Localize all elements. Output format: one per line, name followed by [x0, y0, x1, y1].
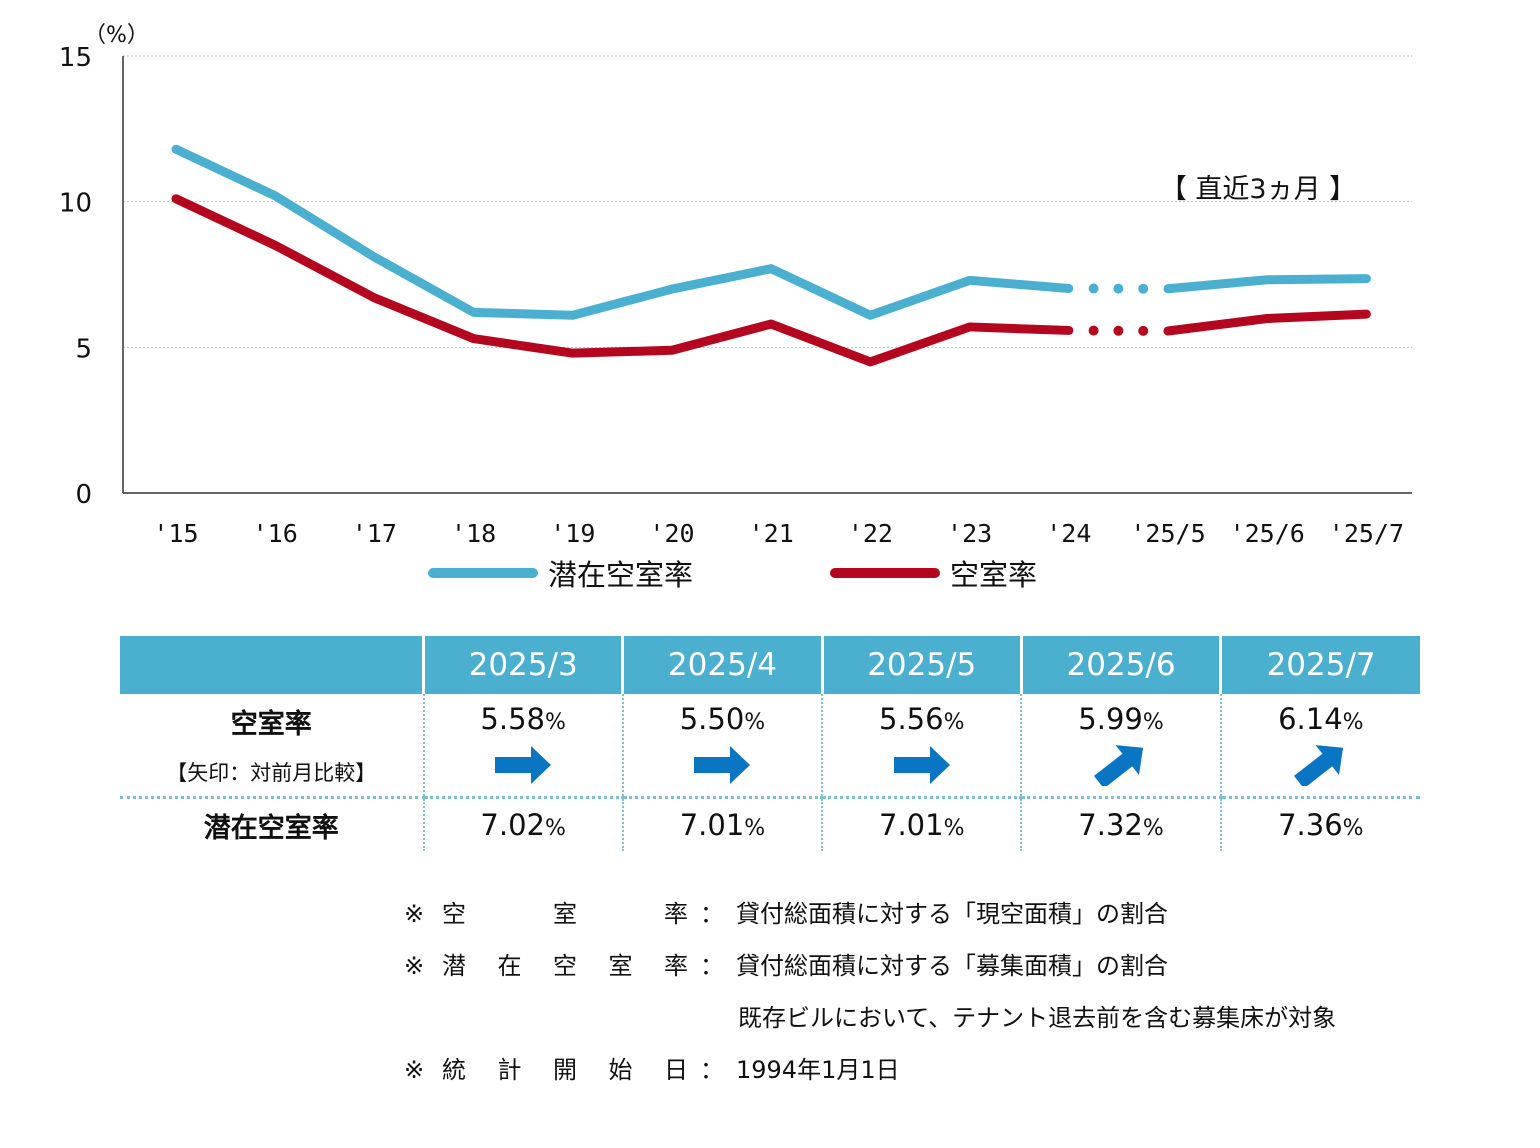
row-label-cell: 空室率 【矢印：対前月比較】 [120, 694, 424, 799]
trend-arrow-icon [491, 744, 555, 786]
trend-arrow-icon [1289, 744, 1353, 789]
table-header-month: 2025/7 [1219, 636, 1420, 694]
definition-notes: ※ 空室率 ： 貸付総面積に対する「現空面積」の割合 ※ 潜在空室率 ： 貸付総… [404, 888, 1336, 1096]
vacancy-cell: 5.56% [821, 694, 1022, 799]
row-label-vacancy: 空室率 [230, 709, 312, 740]
note-vacancy-definition: ※ 空室率 ： 貸付総面積に対する「現空面積」の割合 [404, 888, 1336, 940]
potential-cell: 7.32% [1020, 797, 1221, 851]
x-tick-label: '23 [947, 519, 992, 548]
table-header-month: 2025/5 [820, 636, 1022, 694]
note-text: 貸付総面積に対する「募集面積」の割合 [736, 952, 1168, 980]
y-tick-label: 5 [75, 334, 92, 364]
legend-item-vacancy: 空室率 [830, 552, 1037, 594]
row-label-potential: 潜在空室率 [203, 812, 339, 844]
note-term: 統計開始日 [442, 1056, 688, 1084]
vacancy-value: 5.99% [1078, 702, 1164, 736]
note-text: 貸付総面積に対する「現空面積」の割合 [736, 900, 1168, 928]
vacancy-value: 5.50% [679, 702, 766, 736]
vacancy-cell: 5.58% [422, 694, 623, 799]
x-tick-label: '16 [253, 519, 298, 548]
series-gap-dot [1138, 325, 1149, 336]
note-term: 空室率 [442, 900, 688, 928]
line-chart: 0 5 10 15（%） '15 '16 '17 '18 '19 '20 '21 '22 '23 '24 '… [59, 23, 1412, 548]
x-tick-label: '21 [749, 519, 794, 548]
note-potential-extra: 既存ビルにおいて、テナント退去前を含む募集床が対象 [404, 992, 1336, 1044]
legend-label-potential: 潜在空室率 [548, 558, 694, 592]
monthly-rate-table: 2025/3 2025/4 2025/5 2025/6 2025/7 空室率 【… [120, 636, 1420, 851]
note-text: 既存ビルにおいて、テナント退去前を含む募集床が対象 [738, 1004, 1337, 1032]
legend-item-potential: 潜在空室率 [428, 552, 693, 594]
note-term: 潜在空室率 [442, 952, 688, 980]
table-header-month: 2025/4 [621, 636, 823, 694]
x-tick-label: '17 [352, 519, 397, 548]
table-row-vacancy: 空室率 【矢印：対前月比較】 5.58% 5.50% 5.56% 5.99% 6… [120, 694, 1420, 799]
x-tick-label: '22 [848, 519, 893, 548]
x-tick-label: '15 [153, 519, 198, 548]
series-gap-dot [1088, 283, 1099, 294]
trend-arrow-icon [1089, 744, 1153, 789]
x-tick-label: '19 [550, 519, 595, 548]
potential-value: 7.02% [480, 808, 566, 842]
potential-value: 7.01% [879, 808, 965, 842]
potential-cell: 7.36% [1219, 797, 1420, 851]
y-unit-label: （%） [84, 23, 149, 48]
legend-label-vacancy: 空室率 [950, 558, 1038, 592]
series-line-recent-potential [1163, 274, 1371, 294]
potential-value: 7.32% [1078, 808, 1164, 842]
x-tick-label: '25/5 [1130, 519, 1205, 548]
note-text: 1994年1月1日 [736, 1056, 900, 1084]
recent-months-annotation: 【 直近3ヵ月 】 [1160, 174, 1356, 205]
series-gap-dot [1113, 283, 1124, 294]
potential-cell: 7.01% [621, 797, 823, 851]
vacancy-value: 6.14% [1278, 702, 1364, 736]
chart-legend: 潜在空室率 空室率 [0, 552, 1540, 596]
table-row-potential: 潜在空室率 7.02% 7.01% 7.01% 7.32% 7.36% [120, 797, 1420, 852]
series-line-recent-vacancy [1163, 309, 1371, 336]
note-potential-definition: ※ 潜在空室率 ： 貸付総面積に対する「募集面積」の割合 [404, 940, 1336, 992]
trend-arrow-icon [890, 744, 954, 786]
x-tick-label: '20 [649, 519, 694, 548]
series-line-potential [171, 144, 1074, 320]
x-tick-label: '18 [451, 519, 496, 548]
table-header-month: 2025/3 [421, 636, 623, 694]
series-gap-dot [1138, 283, 1149, 294]
y-tick-label: 10 [59, 189, 92, 219]
note-start-date: ※ 統計開始日 ： 1994年1月1日 [404, 1044, 1336, 1096]
row-sublabel-arrow-note: 【矢印：対前月比較】 [166, 761, 377, 785]
table-header-row: 2025/3 2025/4 2025/5 2025/6 2025/7 [120, 636, 1420, 694]
x-tick-label: '25/7 [1329, 519, 1404, 548]
vacancy-value: 5.56% [879, 702, 965, 736]
table-header-corner [120, 636, 424, 694]
potential-cell: 7.01% [821, 797, 1022, 851]
series-gap-dot [1113, 325, 1124, 336]
potential-value: 7.01% [679, 808, 766, 842]
table-header-month: 2025/6 [1019, 636, 1221, 694]
vacancy-cell: 5.50% [621, 694, 823, 799]
trend-arrow-icon [690, 744, 754, 786]
vacancy-value: 5.58% [480, 702, 566, 736]
vacancy-cell: 6.14% [1219, 694, 1420, 799]
legend-swatch-vacancy [830, 568, 940, 578]
y-tick-label: 15 [59, 43, 92, 73]
potential-cell: 7.02% [422, 797, 623, 851]
series-gap-dot [1088, 325, 1099, 336]
row-label-cell: 潜在空室率 [120, 798, 424, 852]
x-tick-label: '25/6 [1230, 519, 1305, 548]
vacancy-cell: 5.99% [1020, 694, 1221, 799]
potential-value: 7.36% [1278, 808, 1364, 842]
legend-swatch-potential [428, 568, 538, 578]
y-tick-label: 0 [75, 480, 92, 510]
series-line-vacancy [171, 194, 1074, 367]
x-tick-label: '24 [1046, 519, 1091, 548]
